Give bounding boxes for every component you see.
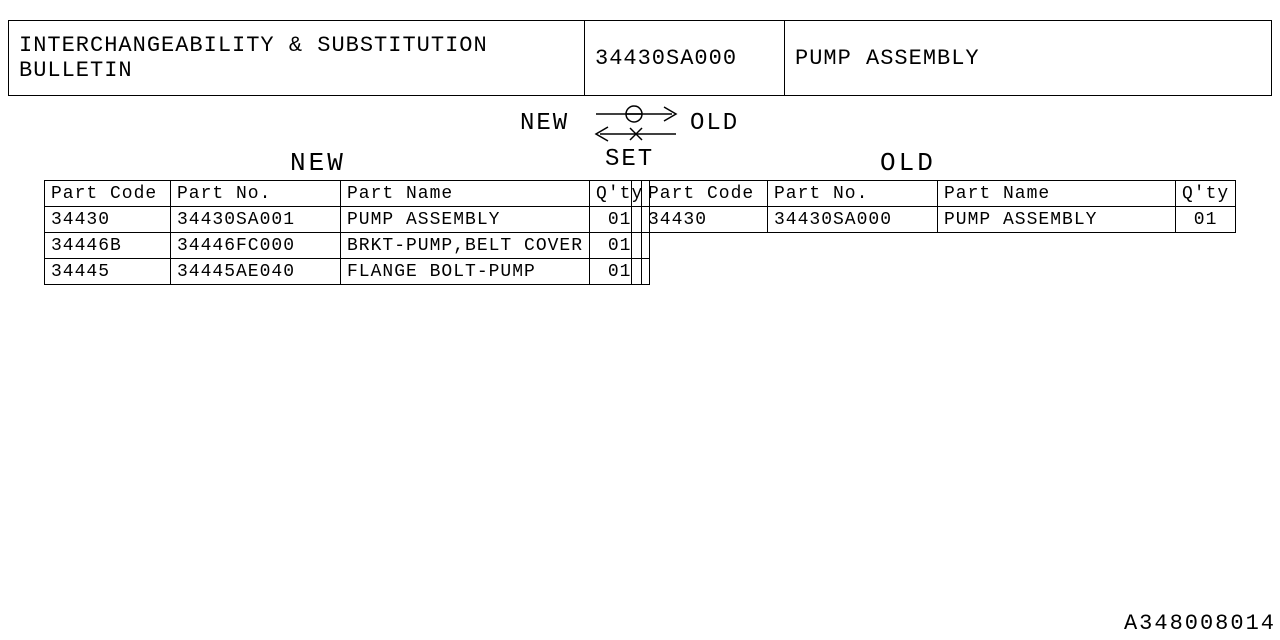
col-qty: Q'ty xyxy=(1176,181,1236,207)
spacer-cell xyxy=(632,181,642,207)
cell-part-no: 34445AE040 xyxy=(171,259,341,285)
diagram-new-label: NEW xyxy=(520,110,569,137)
cell-part-code: 34430 xyxy=(642,207,768,233)
interchange-arrows-icon xyxy=(592,102,684,146)
table-header-row: Part Code Part No. Part Name Q'ty xyxy=(45,181,650,207)
table-header-row: Part Code Part No. Part Name Q'ty xyxy=(642,181,1236,207)
diagram-old-label: OLD xyxy=(690,110,739,137)
diagram-set-label: SET xyxy=(605,146,654,173)
spacer-cell xyxy=(632,207,642,233)
spacer-cell xyxy=(632,233,642,259)
new-parts-table: Part Code Part No. Part Name Q'ty 34430 … xyxy=(44,180,650,285)
cell-part-code: 34446B xyxy=(45,233,171,259)
col-part-no: Part No. xyxy=(768,181,938,207)
table-row: 34430 34430SA000 PUMP ASSEMBLY 01 xyxy=(642,207,1236,233)
cell-part-name: PUMP ASSEMBLY xyxy=(341,207,590,233)
old-section-label: OLD xyxy=(880,148,936,178)
cell-part-no: 34446FC000 xyxy=(171,233,341,259)
new-section-label: NEW xyxy=(290,148,346,178)
bulletin-header: INTERCHANGEABILITY & SUBSTITUTION BULLET… xyxy=(8,20,1272,96)
cell-part-no: 34430SA001 xyxy=(171,207,341,233)
col-part-no: Part No. xyxy=(171,181,341,207)
table-row: 34446B 34446FC000 BRKT-PUMP,BELT COVER 0… xyxy=(45,233,650,259)
cell-part-no: 34430SA000 xyxy=(768,207,938,233)
bulletin-part-name: PUMP ASSEMBLY xyxy=(785,21,1271,95)
cell-part-code: 34445 xyxy=(45,259,171,285)
cell-part-name: PUMP ASSEMBLY xyxy=(938,207,1176,233)
col-part-name: Part Name xyxy=(938,181,1176,207)
col-part-code: Part Code xyxy=(642,181,768,207)
bulletin-title: INTERCHANGEABILITY & SUBSTITUTION BULLET… xyxy=(9,21,585,95)
cell-part-code: 34430 xyxy=(45,207,171,233)
table-row: 34430 34430SA001 PUMP ASSEMBLY 01 xyxy=(45,207,650,233)
document-id: A348008014 xyxy=(1124,611,1276,636)
bulletin-part-no: 34430SA000 xyxy=(585,21,785,95)
col-part-name: Part Name xyxy=(341,181,590,207)
old-parts-table: Part Code Part No. Part Name Q'ty 34430 … xyxy=(641,180,1236,233)
cell-part-name: BRKT-PUMP,BELT COVER xyxy=(341,233,590,259)
table-row: 34445 34445AE040 FLANGE BOLT-PUMP 01 xyxy=(45,259,650,285)
cell-qty: 01 xyxy=(1176,207,1236,233)
col-part-code: Part Code xyxy=(45,181,171,207)
spacer-cell xyxy=(632,259,642,285)
new-old-diagram: NEW OLD SET xyxy=(520,100,750,170)
cell-part-name: FLANGE BOLT-PUMP xyxy=(341,259,590,285)
